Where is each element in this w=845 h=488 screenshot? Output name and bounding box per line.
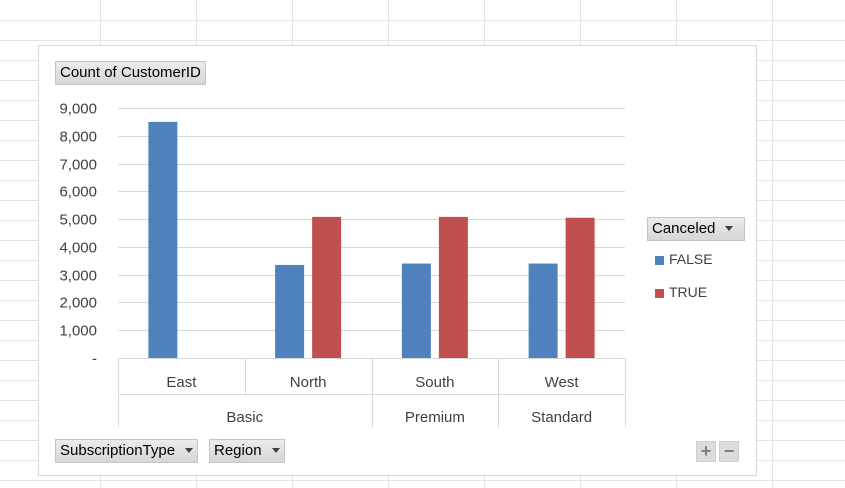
x-category-label: East [166,374,197,391]
plus-icon: + [700,441,712,461]
expand-field-button[interactable]: + [696,441,716,462]
y-tick-label: 3,000 [59,268,97,285]
y-tick-label: 7,000 [59,157,97,174]
y-tick-label: 5,000 [59,212,97,229]
y-tick-label: 1,000 [59,323,97,340]
bar-false-east [148,121,178,358]
bar-true-south [438,216,468,358]
x-group-label: Standard [531,409,592,426]
y-tick-label: 4,000 [59,240,97,257]
pivot-chart[interactable]: - 1,000 2,000 3,000 4,000 5,000 6,000 7,000 8,00… [38,45,757,476]
legend-field-label: Canceled [652,220,716,237]
legend-label-true: TRUE [669,284,708,300]
x-group-label: Basic [226,409,263,426]
legend-swatch-false [655,256,664,265]
bar-false-south [401,263,431,358]
collapse-field-button[interactable]: − [719,441,739,462]
legend-label-false: FALSE [669,251,713,267]
legend-field-button[interactable]: Canceled [647,217,745,241]
x-group-label: Premium [405,409,465,426]
bar-false-west [528,263,558,358]
chevron-down-icon [725,225,734,231]
bar-false-north [275,264,305,358]
bar-true-north [312,216,342,358]
axis-field-button-region[interactable]: Region [209,439,285,463]
chevron-down-icon [185,447,194,453]
chart-plot-area: - 1,000 2,000 3,000 4,000 5,000 6,000 7,000 8,00… [59,101,626,427]
value-field-label: Count of CustomerID [60,64,201,81]
y-tick-label: 9,000 [59,101,97,118]
x-category-label: South [415,374,454,391]
bar-true-west [565,217,595,358]
axis-field-label-subscriptiontype: SubscriptionType [60,442,176,459]
x-category-label: West [545,374,580,391]
x-category-label: North [290,374,327,391]
minus-icon: − [723,441,735,461]
y-tick-label: 2,000 [59,295,97,312]
y-tick-label: 6,000 [59,184,97,201]
y-tick-label: 8,000 [59,129,97,146]
axis-field-label-region: Region [214,442,262,459]
y-tick-label: - [92,351,97,368]
chevron-down-icon [271,447,280,453]
value-field-button[interactable]: Count of CustomerID [55,61,206,85]
axis-field-button-subscriptiontype[interactable]: SubscriptionType [55,439,199,463]
legend-swatch-true [655,289,664,298]
